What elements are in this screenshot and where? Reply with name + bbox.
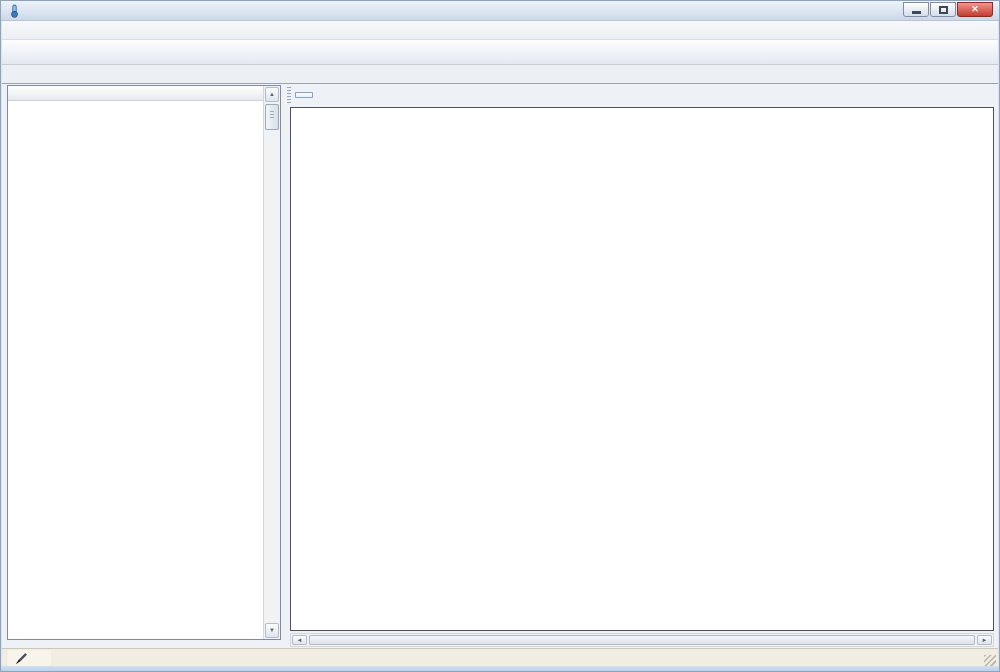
scroll-up-arrow-icon[interactable]: ▲ bbox=[265, 87, 279, 102]
graph-panel: ◄ ► bbox=[286, 85, 997, 649]
graph-horizontal-scrollbar[interactable]: ◄ ► bbox=[290, 633, 994, 647]
table-header bbox=[8, 86, 280, 101]
status-bar bbox=[2, 648, 998, 668]
toolbar-grip-handle[interactable] bbox=[287, 87, 291, 103]
status-message bbox=[8, 650, 51, 667]
table-body bbox=[8, 101, 263, 639]
window-bottom-edge bbox=[1, 666, 999, 671]
scroll-right-arrow-icon[interactable]: ► bbox=[977, 635, 992, 645]
graph-with-markers-button[interactable] bbox=[295, 92, 313, 98]
app-icon bbox=[11, 4, 18, 18]
scroll-left-arrow-icon[interactable]: ◄ bbox=[292, 635, 307, 645]
scroll-down-arrow-icon[interactable]: ▼ bbox=[265, 623, 279, 638]
minimize-icon bbox=[911, 10, 921, 14]
scrollbar-thumb[interactable] bbox=[309, 635, 975, 645]
maximize-icon bbox=[938, 5, 948, 14]
tab-strip bbox=[2, 65, 998, 84]
close-icon: ✕ bbox=[971, 4, 979, 14]
toolbar bbox=[2, 40, 998, 65]
close-button[interactable]: ✕ bbox=[957, 2, 993, 17]
title-bar: ✕ bbox=[1, 1, 999, 21]
resize-grip[interactable] bbox=[984, 655, 996, 667]
chart-svg bbox=[291, 108, 993, 630]
data-table-panel: ▲ ▼ bbox=[7, 85, 281, 640]
main-content: ▲ ▼ ◄ ► bbox=[2, 84, 998, 648]
table-vertical-scrollbar[interactable]: ▲ ▼ bbox=[263, 86, 280, 639]
status-connection-icon bbox=[15, 653, 27, 665]
scrollbar-thumb[interactable] bbox=[265, 104, 279, 130]
maximize-button[interactable] bbox=[930, 2, 956, 17]
minimize-button[interactable] bbox=[903, 2, 929, 17]
graph-toolbar bbox=[286, 85, 997, 105]
menu-bar bbox=[2, 21, 998, 40]
chart-canvas bbox=[290, 107, 994, 631]
